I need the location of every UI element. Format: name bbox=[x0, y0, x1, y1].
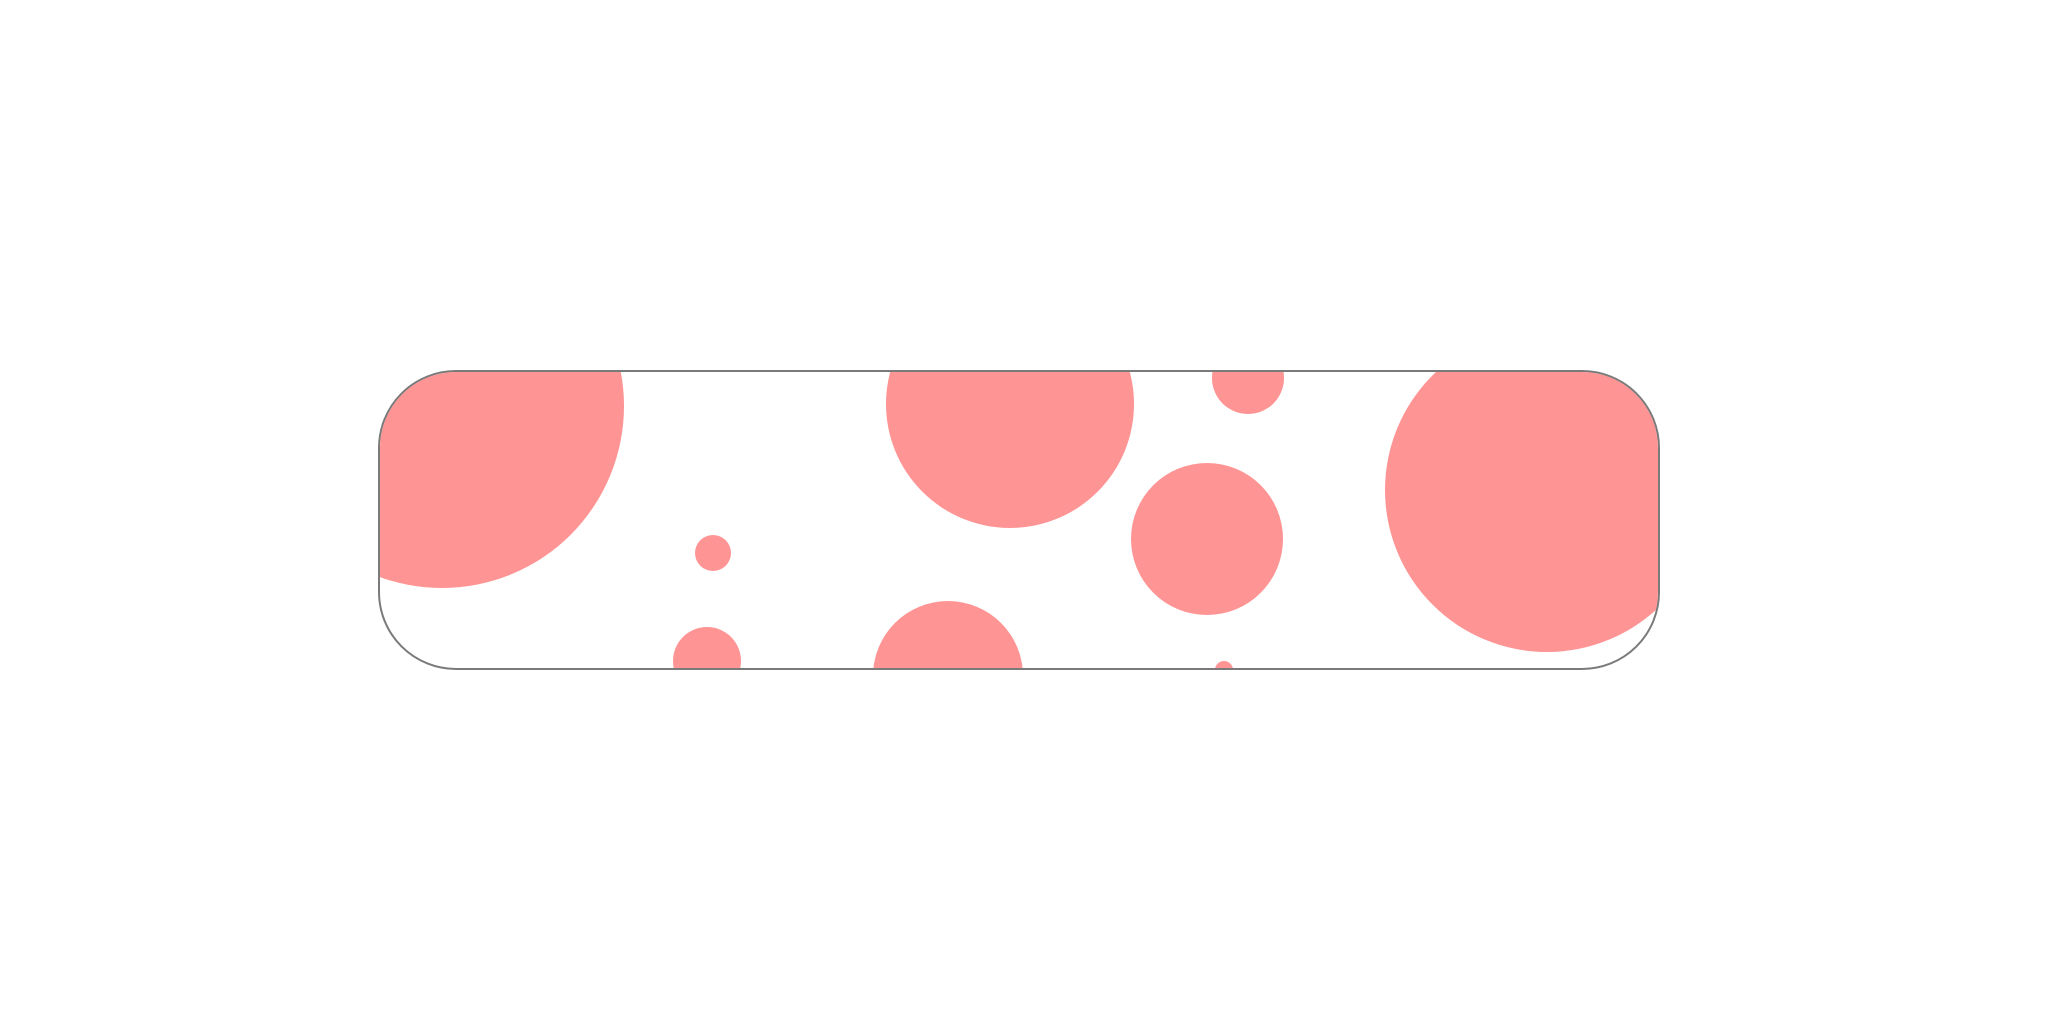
bubble-pattern bbox=[380, 372, 1658, 668]
bubble-4 bbox=[886, 372, 1134, 528]
bubble-2 bbox=[695, 535, 731, 571]
bubble-3 bbox=[673, 627, 741, 668]
bubbles bbox=[380, 372, 1658, 668]
bubble-8 bbox=[1215, 661, 1233, 668]
bubble-5 bbox=[873, 601, 1023, 668]
bubble-1 bbox=[380, 372, 624, 588]
bubble-6 bbox=[1212, 372, 1284, 414]
bubble-9 bbox=[1385, 372, 1658, 652]
bubble-7 bbox=[1131, 463, 1283, 615]
bubble-panel bbox=[378, 370, 1660, 670]
